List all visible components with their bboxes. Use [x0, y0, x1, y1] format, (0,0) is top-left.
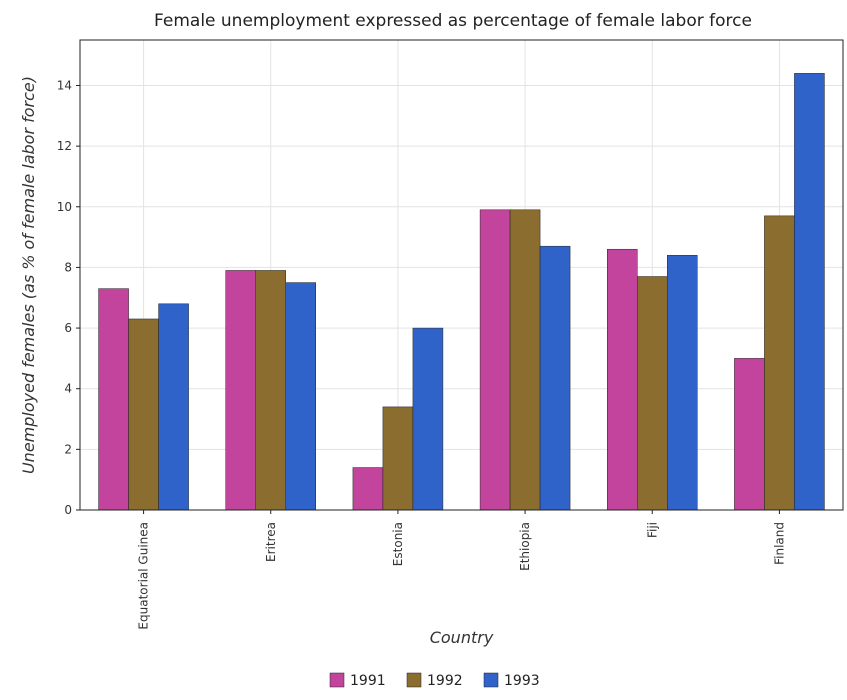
y-tick-label: 12 [57, 139, 72, 153]
bar-1993-fiji [667, 255, 698, 511]
bar-1991-fiji [607, 248, 638, 511]
x-tick-label: Ethiopia [518, 522, 532, 571]
bar-1992-equatorial-guinea [128, 318, 159, 511]
plot-frame [79, 39, 844, 511]
bar-1992-eritrea [255, 270, 286, 511]
bar-1993-equatorial-guinea [158, 303, 189, 511]
y-tick-label: 4 [64, 382, 72, 396]
y-tick-label: 10 [57, 200, 72, 214]
bar-1991-ethiopia [479, 209, 511, 511]
legend-label-1992: 1992 [427, 673, 463, 689]
bar-1993-finland [794, 73, 825, 511]
x-tick-label: Finland [772, 522, 786, 565]
legend: 1991 1992 1993 [329, 672, 540, 689]
bars [98, 73, 825, 511]
x-axis-ticks: Equatorial Guinea Eritrea Estonia Ethiopia F… [137, 510, 786, 630]
bar-1993-estonia [412, 327, 444, 511]
bar-1993-ethiopia [539, 245, 571, 511]
y-tick-label: 6 [64, 321, 72, 335]
bar-1992-estonia [382, 406, 414, 511]
bar-1992-finland [764, 215, 795, 511]
y-tick-label: 8 [64, 260, 72, 274]
bar-1993-eritrea [285, 282, 316, 511]
y-axis-label: Unemployed females (as % of female labor… [19, 76, 38, 474]
bar-1991-finland [734, 358, 765, 511]
x-tick-label: Estonia [391, 522, 405, 566]
y-axis-ticks: 0 2 4 6 8 10 12 14 [57, 78, 80, 517]
bar-1992-fiji [637, 276, 668, 511]
x-axis-label: Country [430, 628, 494, 647]
bar-1992-ethiopia [509, 209, 541, 511]
x-tick-label: Eritrea [264, 522, 278, 562]
x-tick-label: Fiji [645, 522, 659, 538]
bar-1991-eritrea [225, 270, 256, 511]
legend-label-1993: 1993 [504, 673, 540, 689]
grid [80, 40, 843, 511]
y-tick-label: 14 [57, 78, 72, 92]
bar-1991-equatorial-guinea [98, 288, 129, 511]
legend-swatch-1993 [483, 672, 499, 688]
y-tick-label: 0 [64, 503, 72, 517]
bar-1991-estonia [352, 467, 384, 511]
x-tick-label: Equatorial Guinea [137, 522, 151, 630]
y-tick-label: 2 [64, 442, 72, 456]
legend-label-1991: 1991 [350, 673, 386, 689]
legend-swatch-1992 [406, 672, 422, 688]
chart-title: Female unemployment expressed as percent… [154, 11, 752, 31]
legend-swatch-1991 [329, 672, 345, 688]
